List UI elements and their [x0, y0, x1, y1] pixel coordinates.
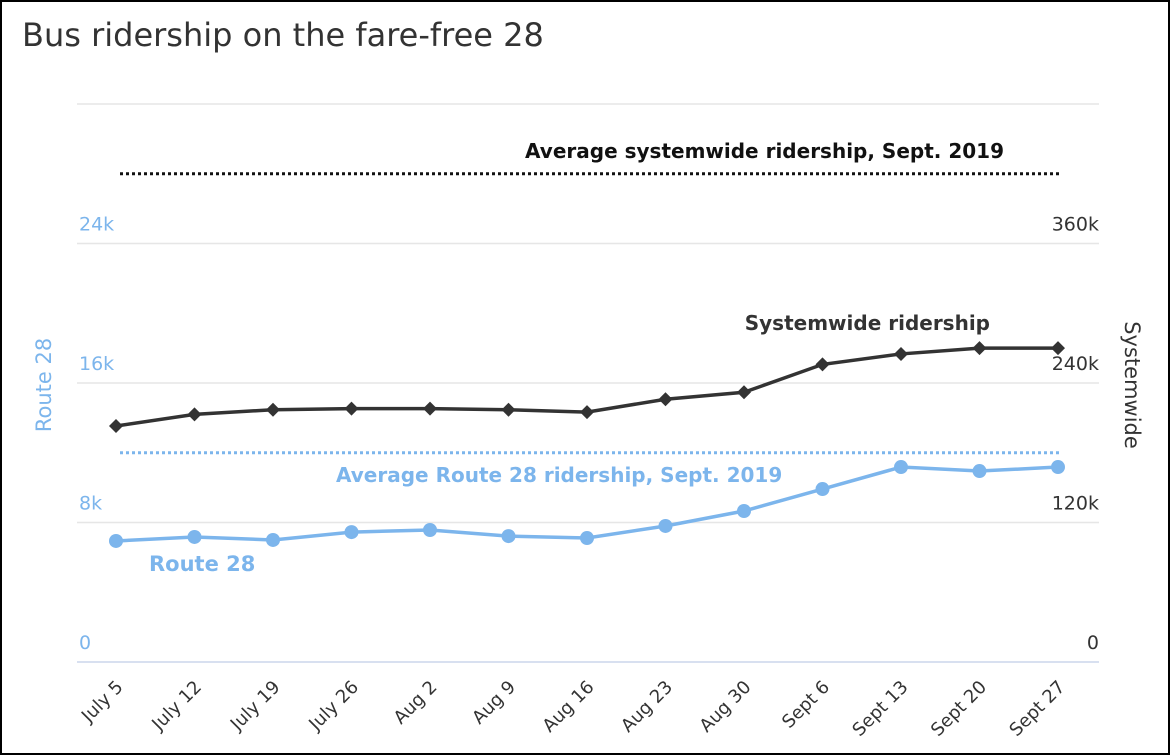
data-point	[423, 522, 437, 537]
data-point	[580, 531, 594, 546]
x-tick-label: Sept 27	[1005, 677, 1069, 741]
x-tick-label: Sept 20	[927, 677, 991, 741]
x-tick-label: July 26	[304, 677, 363, 736]
data-point	[737, 503, 751, 518]
data-point	[580, 405, 594, 420]
x-tick-label: Aug 30	[696, 677, 756, 737]
data-point	[187, 529, 202, 544]
data-point	[894, 346, 908, 361]
data-point	[187, 407, 202, 422]
reference-label-route28: Average Route 28 ridership, Sept. 2019	[336, 463, 782, 487]
data-point	[658, 518, 673, 533]
series-label-route28: Route 28	[149, 552, 255, 576]
x-tick-label: Sept 13	[848, 677, 912, 741]
right-tick-label: 0	[1087, 632, 1099, 654]
x-tick-label: Aug 2	[390, 677, 442, 729]
data-point	[1051, 341, 1065, 356]
data-point	[501, 529, 516, 544]
left-tick-label: 24k	[79, 214, 114, 236]
data-point	[815, 482, 830, 497]
data-point	[1051, 460, 1065, 475]
data-point	[266, 402, 280, 417]
data-point	[815, 357, 830, 372]
data-point	[737, 385, 751, 400]
x-tick-label: Sept 6	[778, 677, 834, 733]
data-point	[972, 341, 987, 356]
left-tick-label: 0	[79, 632, 91, 654]
x-tick-label: Aug 23	[617, 677, 677, 737]
data-point	[658, 392, 673, 407]
data-point	[266, 532, 280, 547]
right-axis-title: Systemwide	[1120, 321, 1144, 449]
x-tick-label: Aug 9	[468, 677, 520, 729]
x-tick-label: July 19	[226, 677, 285, 736]
right-tick-label: 240k	[1052, 353, 1099, 375]
x-tick-label: July 12	[147, 677, 206, 736]
left-tick-label: 16k	[79, 353, 114, 375]
data-point	[109, 533, 123, 548]
data-point	[501, 402, 516, 417]
data-point	[344, 525, 359, 540]
right-tick-label: 120k	[1052, 493, 1099, 515]
data-point	[344, 401, 359, 416]
data-point	[109, 419, 123, 434]
chart-title: Bus ridership on the fare-free 28	[22, 16, 544, 54]
data-point	[972, 464, 987, 479]
x-tick-label: July 5	[77, 677, 128, 728]
left-tick-label: 8k	[79, 493, 102, 515]
reference-label-systemwide: Average systemwide ridership, Sept. 2019	[525, 139, 1004, 163]
right-tick-label: 360k	[1052, 214, 1099, 236]
x-tick-label: Aug 16	[539, 677, 599, 737]
series-label-systemwide: Systemwide ridership	[745, 311, 990, 335]
data-point	[894, 460, 908, 475]
data-point	[423, 401, 437, 416]
left-axis-title: Route 28	[32, 338, 56, 432]
